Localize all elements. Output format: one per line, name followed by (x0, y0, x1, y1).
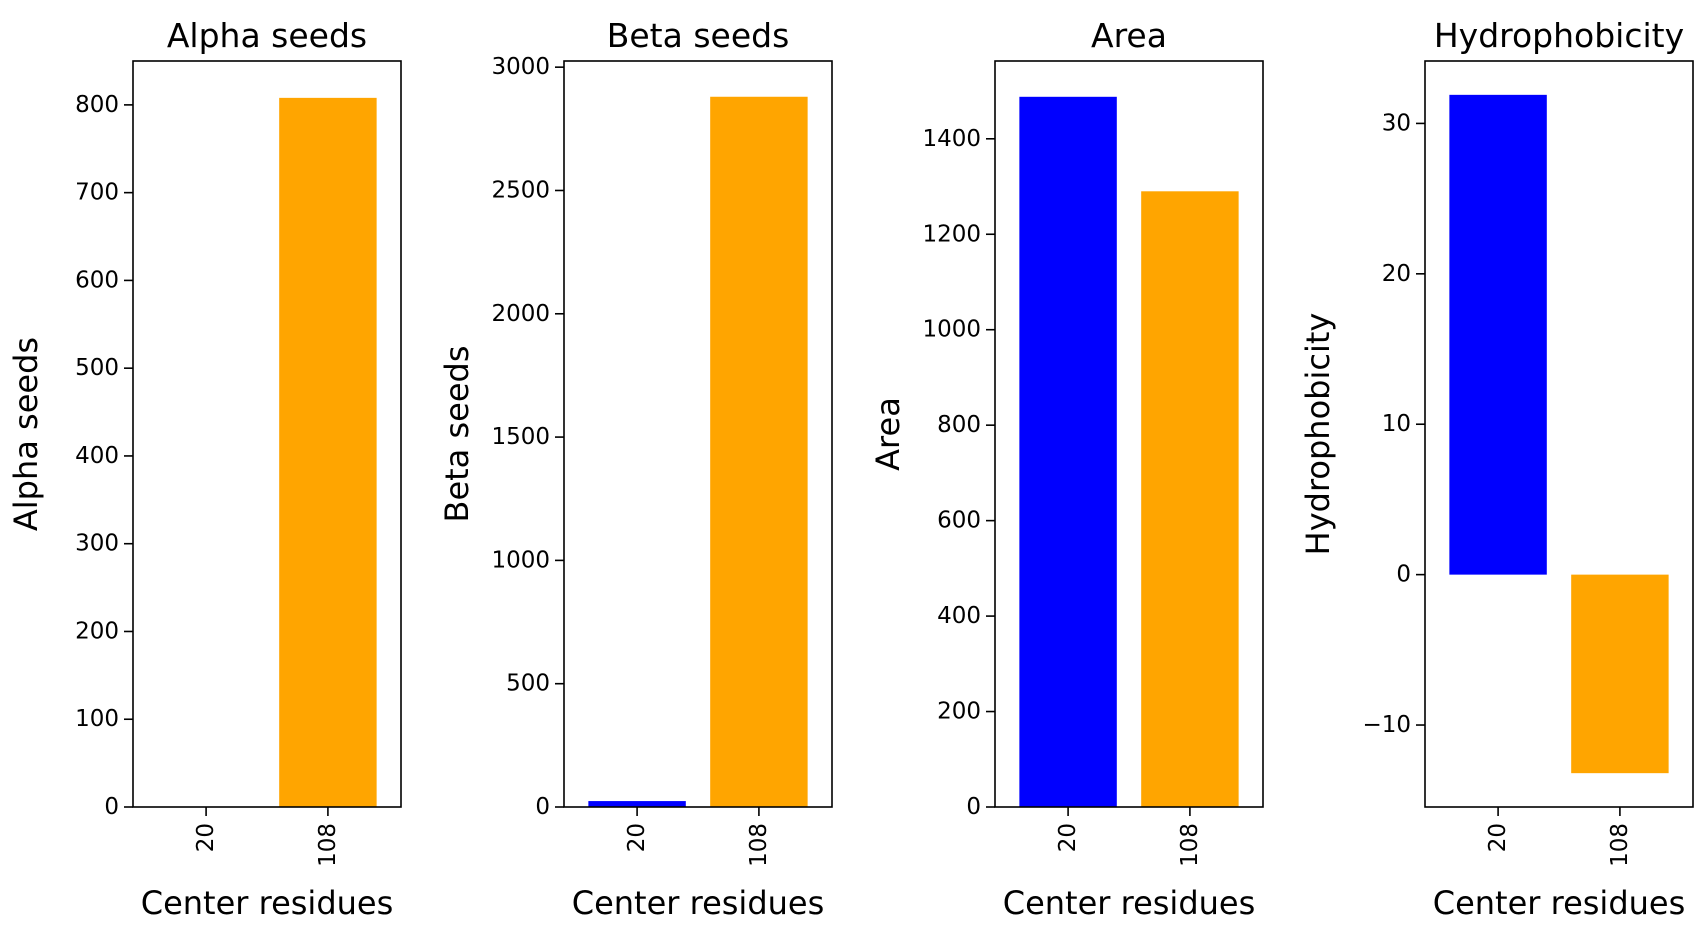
y-tick-label: 400 (937, 603, 981, 629)
bar-108 (1571, 574, 1669, 774)
x-tick-label: 20 (624, 823, 650, 852)
y-axis-label: Alpha seeds (7, 337, 45, 531)
bar-108 (710, 96, 808, 807)
y-tick-label: 20 (1382, 261, 1411, 287)
subplot-title: Beta seeds (607, 16, 790, 55)
subplot-4: −10 0 10 20 30 20 108 Hydrophobicity Center resi… (1299, 16, 1694, 922)
x-tick-label: 108 (1177, 823, 1203, 867)
x-axis-label: Center residues (1433, 884, 1686, 922)
y-tick-label: 500 (506, 671, 550, 697)
x-tick-label: 108 (1607, 823, 1633, 867)
x-tick-label: 20 (193, 823, 219, 852)
subplot-title: Area (1091, 16, 1167, 55)
bar-20 (1449, 94, 1547, 575)
y-axis-label: Beta seeds (438, 346, 476, 523)
axes-frame (132, 60, 402, 808)
y-tick-label: 600 (937, 508, 981, 534)
x-axis-label: Center residues (1003, 884, 1256, 922)
axes-frame (563, 60, 833, 808)
y-tick-label: 200 (937, 699, 981, 725)
axes-frame (994, 60, 1264, 808)
x-tick-label: 20 (1485, 823, 1511, 852)
axes-frame (1424, 60, 1694, 808)
y-tick-label: 10 (1382, 411, 1411, 437)
subplot-2: 0 500 1000 1500 2000 2500 3000 20 108 Beta seeds C… (438, 16, 833, 922)
y-tick-label: 1400 (922, 126, 981, 152)
subplot-1: 0 100 200 300 400 500 600 700 800 20 108 Alpha seed… (7, 16, 402, 922)
y-tick-label: 500 (75, 355, 119, 381)
y-tick-label: 600 (75, 267, 119, 293)
y-axis-label: Hydrophobicity (1299, 313, 1337, 556)
y-tick-label: 1500 (491, 424, 550, 450)
y-tick-label: 300 (75, 531, 119, 557)
y-tick-label: 800 (75, 92, 119, 118)
y-tick-label: 200 (75, 618, 119, 644)
y-tick-label: 0 (1396, 562, 1411, 588)
x-tick-label: 108 (746, 823, 772, 867)
bar-20 (1019, 96, 1117, 808)
subplot-3: 0 200 400 600 800 1000 1200 1400 20 108 Area Center… (869, 16, 1264, 922)
y-tick-label: 100 (75, 706, 119, 732)
y-tick-label: 0 (966, 794, 981, 820)
y-tick-label: 400 (75, 443, 119, 469)
bar-20 (588, 801, 686, 807)
bar-108 (1141, 191, 1239, 808)
subplot-title: Hydrophobicity (1434, 16, 1684, 55)
y-tick-label: 800 (937, 412, 981, 438)
x-axis-label: Center residues (572, 884, 825, 922)
y-tick-label: 2500 (491, 177, 550, 203)
y-tick-label: 0 (535, 794, 550, 820)
y-tick-label: 1200 (922, 221, 981, 247)
bar-108 (279, 97, 377, 808)
y-tick-label: −10 (1362, 712, 1411, 738)
y-tick-label: 3000 (491, 54, 550, 80)
x-axis-label: Center residues (141, 884, 394, 922)
y-tick-label: 30 (1382, 110, 1411, 136)
y-tick-label: 700 (75, 180, 119, 206)
y-axis-label: Area (869, 397, 907, 471)
y-tick-label: 2000 (491, 301, 550, 327)
y-tick-label: 1000 (922, 317, 981, 343)
x-tick-label: 20 (1055, 823, 1081, 852)
x-tick-label: 108 (315, 823, 341, 867)
y-tick-label: 0 (104, 794, 119, 820)
subplot-title: Alpha seeds (167, 16, 367, 55)
y-tick-label: 1000 (491, 547, 550, 573)
